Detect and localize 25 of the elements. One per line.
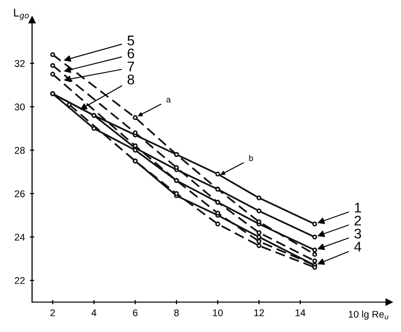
y-tick-label: 22 <box>14 277 25 284</box>
x-tick-label: 8 <box>174 309 179 316</box>
annotation: a <box>166 98 171 102</box>
y-tick-label: 24 <box>14 234 25 241</box>
x-tick-label: 14 <box>296 309 306 316</box>
x-tick-label: 4 <box>91 309 96 316</box>
text: 7 <box>128 62 134 72</box>
x-tick-label: 12 <box>254 309 264 316</box>
text: 5 <box>128 36 134 46</box>
y-axis-title: L$_{go}$ <box>14 8 29 20</box>
x-tick-label: 2 <box>50 309 55 316</box>
y-tick-label: 26 <box>14 190 25 198</box>
x-tick-label: 6 <box>133 309 138 316</box>
text: 1 <box>354 202 361 212</box>
y-tick-label: 30 <box>14 103 25 110</box>
text: 3 <box>354 228 362 239</box>
y-tick-label: 28 <box>14 146 25 154</box>
x-tick-label: 10 <box>213 309 223 316</box>
text: 8 <box>128 74 134 84</box>
text: 6 <box>128 48 134 58</box>
text: 4 <box>354 242 362 252</box>
annotation: b <box>249 154 253 162</box>
text: 2 <box>354 216 361 226</box>
x-axis-title: 10 lg Re$_{u}$ <box>348 310 388 320</box>
y-tick-label: 32 <box>14 60 25 67</box>
